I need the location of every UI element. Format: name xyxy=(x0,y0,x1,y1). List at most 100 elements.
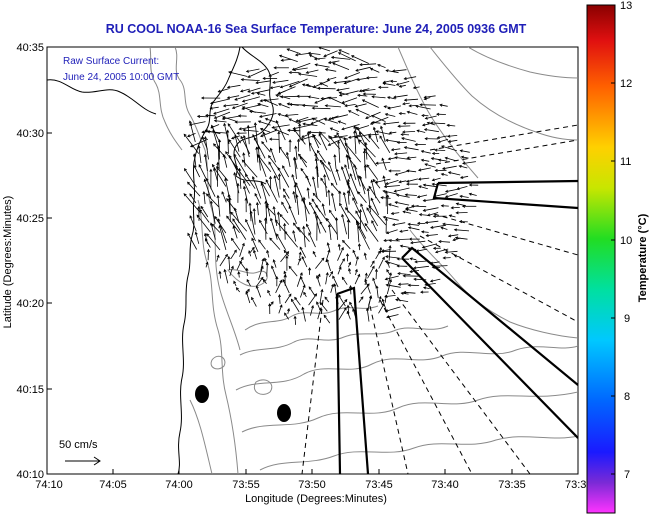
current-vector-head xyxy=(247,89,251,93)
current-vector-head xyxy=(277,113,281,116)
current-vector-head xyxy=(384,277,388,281)
current-vector-head xyxy=(319,131,323,135)
current-vector-head xyxy=(200,205,204,209)
current-vector xyxy=(317,87,336,90)
current-vector-head xyxy=(282,278,286,283)
current-vector xyxy=(204,136,209,160)
current-vector xyxy=(383,82,396,86)
current-vector-head xyxy=(184,167,187,172)
current-vector xyxy=(438,241,451,243)
current-vector-head xyxy=(374,268,378,272)
y-tick-label: 40:35 xyxy=(16,42,44,54)
current-vector-head xyxy=(297,72,302,76)
current-vector xyxy=(292,230,297,242)
current-vector xyxy=(352,197,361,214)
current-vector xyxy=(387,261,390,268)
current-vector-head xyxy=(323,54,327,58)
current-vector-head xyxy=(305,83,310,87)
current-vector-head xyxy=(355,126,359,130)
current-vector-head xyxy=(318,47,322,50)
current-vector-head xyxy=(426,121,430,125)
current-vector-head xyxy=(268,73,272,77)
current-vector-head xyxy=(315,204,319,208)
current-vector-head xyxy=(288,84,293,88)
current-vector xyxy=(430,278,441,282)
current-vector-head xyxy=(252,176,255,180)
current-vector-head xyxy=(202,191,206,195)
current-vector-head xyxy=(213,143,217,147)
current-vector-head xyxy=(296,94,300,98)
current-vector xyxy=(355,103,367,107)
current-vector xyxy=(336,132,349,154)
current-vector-head xyxy=(292,190,296,195)
current-vector-head xyxy=(431,182,435,186)
current-vector-head xyxy=(333,81,337,85)
current-vector xyxy=(210,98,230,104)
current-vector xyxy=(372,278,377,289)
current-vector-head xyxy=(327,249,331,253)
current-vector-head xyxy=(225,151,229,155)
current-vector xyxy=(219,254,228,267)
current-vector-head xyxy=(369,67,374,71)
current-vector-head xyxy=(344,207,349,211)
current-vector-head xyxy=(232,218,236,222)
current-vector-head xyxy=(335,168,339,172)
current-vector xyxy=(280,95,298,98)
current-vector-head xyxy=(288,265,292,269)
current-vector-head xyxy=(204,232,208,237)
current-vector xyxy=(370,260,375,268)
current-vector-head xyxy=(346,181,350,185)
current-vector xyxy=(377,64,386,68)
current-vector-head xyxy=(372,277,376,281)
current-vector xyxy=(399,84,406,88)
current-vector-head xyxy=(283,249,287,253)
current-vector-head xyxy=(344,142,348,146)
current-vector xyxy=(415,105,431,110)
current-vector-head xyxy=(257,120,262,124)
current-vector-head xyxy=(429,121,434,125)
current-vector-head xyxy=(285,151,289,156)
current-vector xyxy=(400,245,410,248)
current-vector-head xyxy=(395,298,399,302)
current-vector-head xyxy=(389,79,394,83)
current-vector-head xyxy=(382,215,387,219)
current-vector-head xyxy=(371,220,375,224)
current-vector-head xyxy=(358,89,363,93)
current-vector-head xyxy=(330,182,334,186)
current-vector xyxy=(315,64,330,68)
current-vector xyxy=(337,299,348,312)
current-vector xyxy=(325,105,341,108)
current-vector-head xyxy=(406,169,410,173)
current-vector xyxy=(372,121,381,124)
current-vector-head xyxy=(384,113,389,117)
current-vector-head xyxy=(218,224,222,229)
current-vector xyxy=(258,266,264,280)
current-vector xyxy=(396,194,410,198)
y-axis-label: Latitude (Degrees:Minutes) xyxy=(2,196,14,329)
current-vector xyxy=(378,296,382,303)
current-vector xyxy=(376,286,379,298)
current-vector-head xyxy=(226,129,230,133)
cb-tick-label: 13 xyxy=(620,0,632,12)
current-vector-head xyxy=(267,289,271,294)
current-vector xyxy=(295,52,311,56)
current-vector xyxy=(413,265,429,269)
x-axis: 74:10 74:05 74:00 73:55 73:50 73:45 73:4… xyxy=(35,469,586,505)
current-vector-head xyxy=(348,261,352,265)
current-vector-head xyxy=(416,129,420,133)
y-tick-label: 40:20 xyxy=(16,298,44,310)
current-vector-head xyxy=(421,245,426,249)
current-vector xyxy=(338,141,341,163)
current-vector-head xyxy=(312,250,316,255)
current-vector xyxy=(309,142,320,161)
current-vector xyxy=(295,146,298,160)
current-vector-head xyxy=(194,231,198,235)
current-vector xyxy=(239,243,245,257)
current-vector xyxy=(349,302,356,313)
current-vector-head xyxy=(417,177,422,181)
current-vector-head xyxy=(337,243,341,247)
current-vector-head xyxy=(278,293,282,298)
current-vector xyxy=(183,193,202,214)
contour-line xyxy=(239,325,449,356)
current-vector-head xyxy=(317,273,321,277)
